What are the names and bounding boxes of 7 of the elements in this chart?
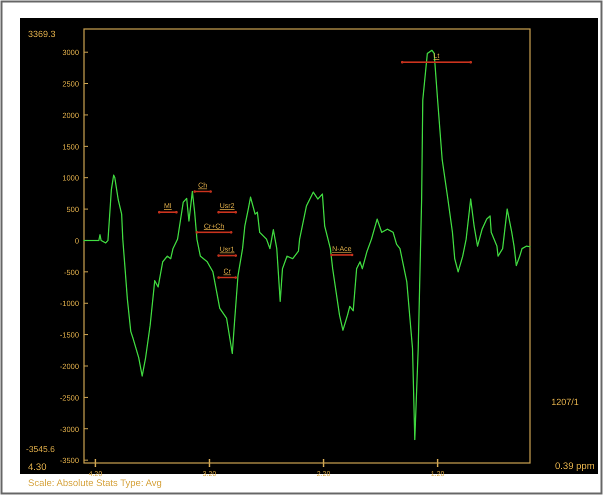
text: Scale: Absolute Stats Type: Avg: [28, 478, 162, 489]
text: -3545.6: [26, 444, 56, 454]
text: 0.39 ppm: [555, 461, 595, 472]
text: 3369.3: [28, 29, 56, 39]
line-series: [83, 50, 531, 440]
text: 1207/1: [551, 397, 579, 407]
text: 4.30: [28, 462, 46, 473]
